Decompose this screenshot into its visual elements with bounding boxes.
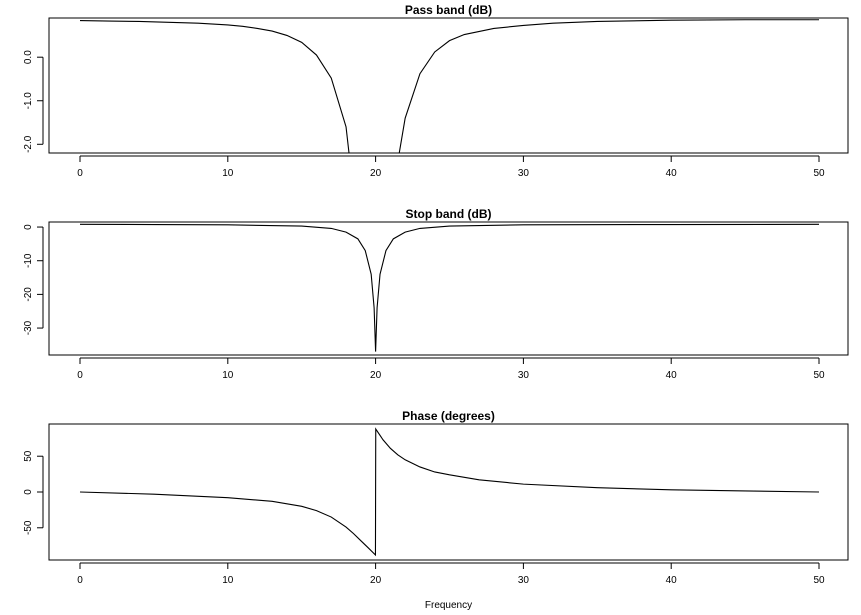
panel-1-x-tick-label: 50 <box>813 168 825 179</box>
panel-1-title: Pass band (dB) <box>405 3 492 17</box>
panel-1-x-tick-label: 20 <box>370 168 382 179</box>
panel-1-y-tick-label: 0.0 <box>23 50 34 64</box>
panel-1-x-tick-label: 40 <box>666 168 678 179</box>
panel-3-y-tick-label: 0 <box>23 489 34 495</box>
panel-2-x-tick-label: 40 <box>666 370 678 381</box>
panel-1-x-tick-label: 10 <box>222 168 234 179</box>
panel-2-x-tick-label: 0 <box>77 370 83 381</box>
panel-2-x-tick-label: 20 <box>370 370 382 381</box>
panel-1-y-tick-label: -2.0 <box>23 135 34 153</box>
panel-2-y-tick-label: -20 <box>23 287 34 302</box>
panel-2-x-tick-label: 30 <box>518 370 530 381</box>
panel-1-series-line <box>79 19 819 153</box>
panel-2-y-tick-label: -30 <box>23 320 34 335</box>
panel-1-plot-box <box>48 17 849 154</box>
panel-3-x-tick-label: 40 <box>666 575 678 586</box>
panel-3-y-tick-label: 50 <box>23 450 34 462</box>
panel-3-x-tick-label: 50 <box>813 575 825 586</box>
panel-3-x-tick-label: 20 <box>370 575 382 586</box>
panel-1-y-tick-label: -1.0 <box>23 92 34 110</box>
panel-3-plot-box <box>48 423 849 561</box>
panel-3-x-tick-label: 0 <box>77 575 83 586</box>
panel-3-x-tick-label: 30 <box>518 575 530 586</box>
panel-1-x-tick-label: 30 <box>518 168 530 179</box>
panel-1-x-tick-label: 0 <box>77 168 83 179</box>
panel-2-x-tick-label: 10 <box>222 370 234 381</box>
panel-2-plot-box <box>48 221 849 356</box>
panel-3-series-line <box>79 427 820 557</box>
panel-3-x-label: Frequency <box>425 600 472 610</box>
panel-2-series-line <box>79 223 820 352</box>
panel-2-y-tick-label: -10 <box>23 253 34 268</box>
panel-2-y-tick-label: 0 <box>23 224 34 230</box>
panel-3-x-tick-label: 10 <box>222 575 234 586</box>
panel-2-title: Stop band (dB) <box>406 207 492 221</box>
panel-3-y-tick-label: -50 <box>23 520 34 535</box>
panel-2-x-tick-label: 50 <box>813 370 825 381</box>
panel-3-title: Phase (degrees) <box>402 409 495 423</box>
